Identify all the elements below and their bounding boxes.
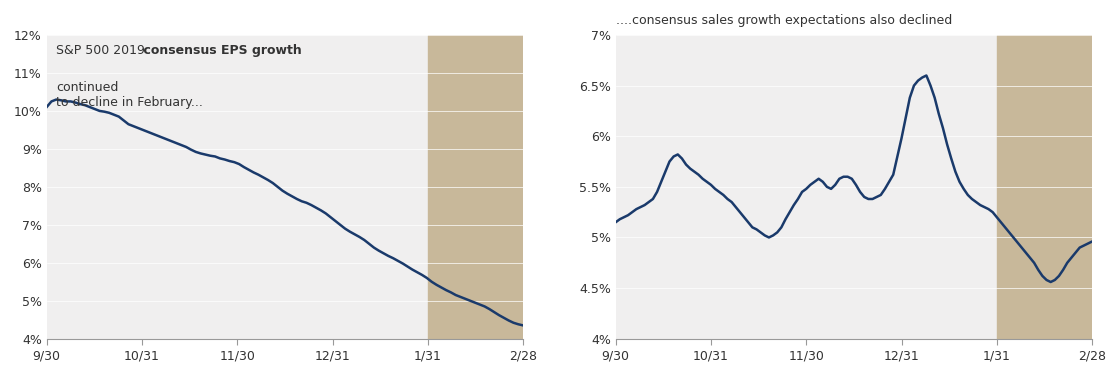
Text: ....consensus sales growth expectations also declined: ....consensus sales growth expectations …	[616, 14, 952, 27]
Bar	[997, 35, 1092, 339]
Text: consensus EPS growth: consensus EPS growth	[56, 44, 302, 57]
Bar	[428, 35, 523, 339]
Text: S&P 500 2019: S&P 500 2019	[56, 44, 149, 57]
Text: continued
to decline in February...: continued to decline in February...	[56, 80, 203, 109]
